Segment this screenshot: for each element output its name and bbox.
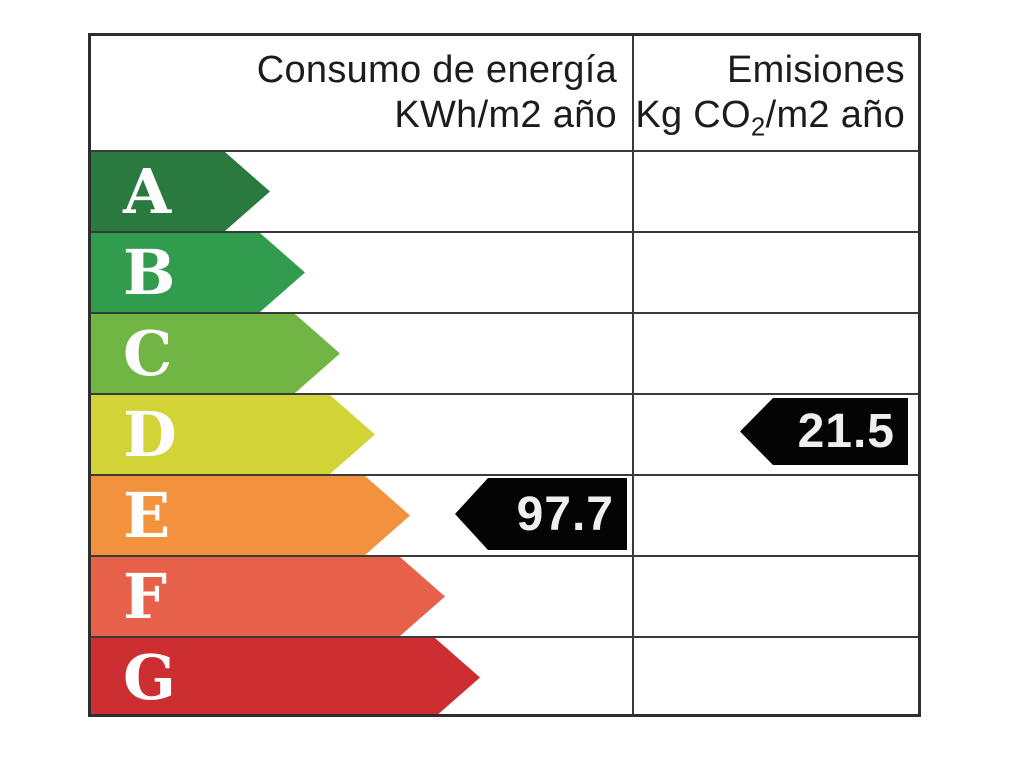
rating-row-a: A <box>88 150 921 231</box>
rating-arrow-g: G <box>88 638 480 717</box>
emissions-value-arrow: 21.5 <box>740 398 908 465</box>
table-header: Consumo de energía KWh/m2 año Emisiones … <box>88 33 921 150</box>
rating-letter-f: F <box>123 559 168 633</box>
consumption-header-line1: Consumo de energía <box>256 49 617 91</box>
rating-arrow-e: E <box>88 476 410 555</box>
consumption-value-arrow: 97.7 <box>455 478 627 550</box>
rating-letter-c: C <box>123 316 173 390</box>
rating-letter-d: D <box>123 397 177 471</box>
rating-row-e: E <box>88 474 921 555</box>
consumption-column-header: Consumo de energía KWh/m2 año <box>88 33 632 150</box>
rating-row-f: F <box>88 555 921 636</box>
rating-row-b: B <box>88 231 921 312</box>
rating-letter-a: A <box>123 154 172 228</box>
co2-subscript: 2 <box>750 113 766 142</box>
emissions-unit-suffix: /m2 año <box>765 94 905 136</box>
rating-letter-e: E <box>123 478 171 552</box>
emissions-header-line2: Kg CO2/m2 año <box>634 93 905 141</box>
rating-row-d: D <box>88 393 921 474</box>
rating-arrow-c: C <box>88 314 340 393</box>
rating-row-c: C <box>88 312 921 393</box>
rating-arrow-a: A <box>88 152 270 231</box>
rating-row-g: G <box>88 636 921 717</box>
emissions-header-line1: Emisiones <box>727 49 905 91</box>
emissions-unit-prefix: Kg CO <box>635 94 751 136</box>
emissions-column-header: Emisiones Kg CO2/m2 año <box>634 33 921 150</box>
rating-table: Consumo de energía KWh/m2 año Emisiones … <box>88 33 921 717</box>
rating-arrow-f: F <box>88 557 445 636</box>
rating-arrow-d: D <box>88 395 375 474</box>
rating-arrow-b: B <box>88 233 305 312</box>
consumption-value: 97.7 <box>516 487 614 541</box>
rating-letter-b: B <box>123 235 176 309</box>
rating-letter-g: G <box>123 640 176 714</box>
emissions-value: 21.5 <box>797 405 895 458</box>
consumption-header-line2: KWh/m2 año <box>394 94 617 136</box>
column-divider <box>632 33 634 717</box>
